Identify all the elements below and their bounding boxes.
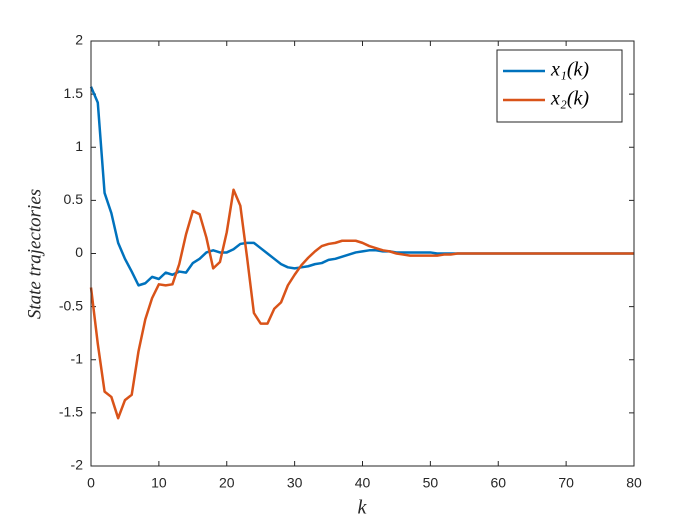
y-tick-label: 1 xyxy=(75,138,83,154)
y-tick-label: -1.5 xyxy=(59,404,83,420)
y-tick-label: 0 xyxy=(75,244,83,260)
y-tick-label: -1 xyxy=(71,350,84,366)
axes-box xyxy=(90,40,635,467)
x-tick-label: 80 xyxy=(626,475,642,491)
x-tick-label: 10 xyxy=(151,475,167,491)
y-tick-label: 0.5 xyxy=(64,191,84,207)
legend-label: x₁(k) xyxy=(550,59,589,81)
x-tick-label: 30 xyxy=(287,475,303,491)
legend-label: x₂(k) xyxy=(550,88,589,110)
x-tick-label: 70 xyxy=(558,475,574,491)
x-axis-label: k xyxy=(358,497,368,519)
y-tick-label: 1.5 xyxy=(64,85,84,101)
y-axis-label: State trajectories xyxy=(24,189,45,319)
y-tick-label: 2 xyxy=(75,32,83,48)
x-tick-label: 40 xyxy=(355,475,371,491)
x-tick-label: 20 xyxy=(219,475,235,491)
x-tick-label: 50 xyxy=(423,475,439,491)
y-tick-label: -0.5 xyxy=(59,297,83,313)
x-tick-label: 60 xyxy=(490,475,506,491)
series-line xyxy=(89,188,634,420)
legend-box xyxy=(496,49,623,123)
y-tick-label: -2 xyxy=(71,457,84,473)
x-tick-label: 0 xyxy=(87,475,95,491)
